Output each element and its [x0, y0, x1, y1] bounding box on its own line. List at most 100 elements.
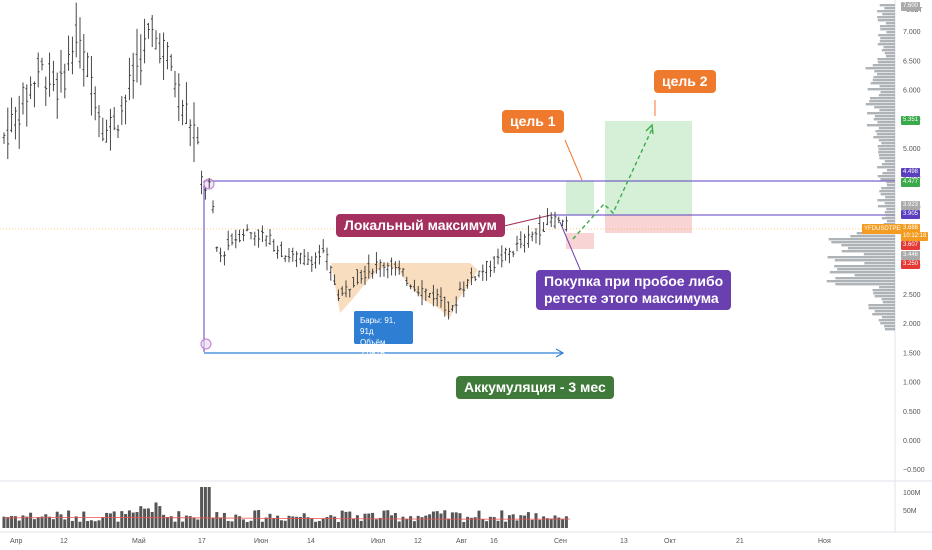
profile-bar: [866, 124, 895, 127]
price-tick-label: −0.500: [903, 467, 925, 474]
profile-bar: [877, 73, 895, 76]
volume-bar: [13, 516, 17, 528]
volume-bar: [108, 513, 112, 528]
volume-bar: [492, 517, 496, 528]
time-tick-label: Июл: [371, 538, 385, 545]
target1-zone: [566, 181, 594, 215]
volume-bar: [200, 487, 204, 528]
price-tick-label: 7.000: [903, 29, 921, 36]
profile-bar: [868, 304, 895, 307]
volume-bar: [416, 515, 420, 528]
volume-bar: [86, 521, 90, 528]
time-tick-label: Окт: [664, 538, 677, 545]
price-tick-label: 5.000: [903, 146, 921, 153]
volume-bar: [74, 516, 78, 528]
profile-bar: [868, 307, 895, 310]
price-tick-label: 6.000: [903, 88, 921, 95]
profile-bar: [885, 196, 895, 199]
price-tick-label: 1.000: [903, 380, 921, 387]
profile-bar: [882, 301, 895, 304]
projection-arrowhead: [645, 123, 654, 135]
price-tag: 3.607: [901, 241, 921, 250]
profile-bar: [884, 328, 895, 331]
profile-bar: [881, 217, 895, 220]
profile-bar: [879, 25, 895, 28]
price-tag: 3.923: [901, 201, 921, 210]
profile-bar: [829, 271, 895, 274]
price-tag: 4.498: [901, 168, 921, 177]
profile-bar: [835, 277, 895, 280]
volume-bar: [40, 516, 44, 528]
stop2-zone: [605, 215, 692, 233]
profile-bar: [879, 4, 895, 7]
volume-bar: [515, 520, 519, 528]
volume-bar: [390, 515, 394, 528]
profile-bar: [865, 103, 895, 106]
volume-bar: [226, 520, 230, 528]
price-tag: 10:12:18: [901, 232, 929, 241]
volume-bar: [409, 516, 413, 528]
volume-tick-label: 100M: [903, 490, 921, 497]
profile-bar: [872, 289, 895, 292]
profile-bar: [877, 16, 895, 19]
volume-bar: [462, 521, 466, 528]
volume-bar: [234, 514, 238, 528]
profile-bar: [884, 52, 895, 55]
volume-tick-label: 50M: [903, 508, 917, 515]
volume-bar: [63, 519, 67, 528]
profile-bar: [877, 58, 895, 61]
volume-bar: [131, 512, 135, 528]
profile-bar: [880, 28, 895, 31]
volume-bar: [260, 521, 264, 528]
profile-bar: [877, 19, 895, 22]
profile-bar: [879, 286, 895, 289]
profile-bar: [863, 253, 895, 256]
volume-bar: [561, 519, 565, 528]
profile-bar: [869, 100, 895, 103]
volume-bar: [488, 516, 492, 528]
price-tag: 5.351: [901, 116, 921, 125]
profile-bar: [885, 55, 895, 58]
profile-bar: [870, 82, 895, 85]
profile-bar: [884, 7, 895, 10]
volume-bar: [55, 511, 59, 528]
volume-bar: [291, 516, 295, 528]
volume-bar: [371, 512, 375, 528]
volume-bar: [276, 515, 280, 528]
stop1-zone: [566, 233, 594, 249]
profile-bar: [873, 118, 895, 121]
profile-bar: [878, 94, 895, 97]
volume-bar: [553, 515, 557, 528]
volume-ma-line: [3, 517, 571, 520]
profile-bar: [886, 169, 895, 172]
volume-bar: [466, 516, 470, 528]
volume-bar: [230, 521, 234, 528]
volume-bar: [336, 521, 340, 528]
price-tag: 4.477: [901, 178, 921, 187]
profile-bar: [878, 127, 895, 130]
volume-bar: [203, 487, 207, 528]
profile-bar: [886, 181, 895, 184]
volume-bar: [17, 520, 21, 528]
volume-bar: [485, 521, 489, 528]
accumulation-callout: Аккумуляция - 3 мес: [456, 376, 614, 399]
volume-bar: [127, 510, 131, 528]
volume-bar: [116, 521, 120, 528]
profile-bar: [877, 205, 895, 208]
volume-bar: [496, 520, 500, 528]
anchor-bottom[interactable]: [200, 338, 212, 350]
volume-bar: [36, 517, 40, 528]
volume-bar: [59, 514, 63, 528]
profile-bar: [841, 244, 895, 247]
volume-bar: [82, 511, 86, 528]
volume-bar: [329, 515, 333, 528]
volume-bar: [549, 518, 553, 528]
volume-bar: [355, 515, 359, 528]
volume-bar: [363, 513, 367, 528]
breakout-callout: Покупка при пробое либо ретесте этого ма…: [536, 270, 732, 310]
profile-bar: [875, 130, 895, 133]
volume-bar: [241, 519, 245, 528]
profile-bar: [867, 88, 895, 91]
volume-bar: [177, 511, 181, 528]
